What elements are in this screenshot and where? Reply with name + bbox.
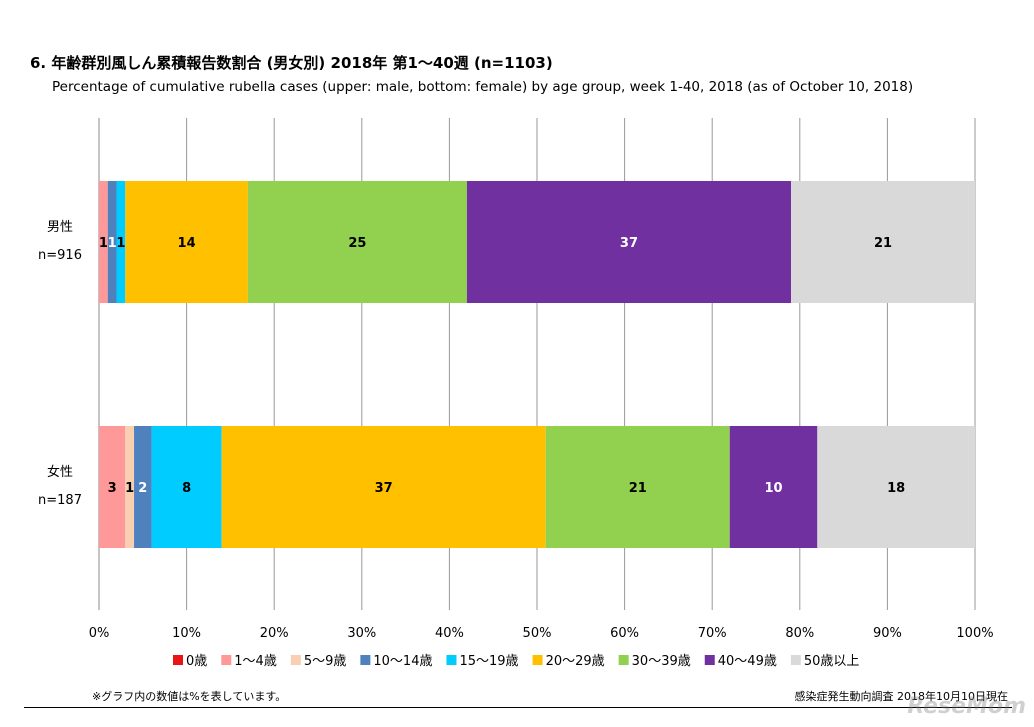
x-tick-label: 0% — [89, 626, 110, 641]
legend-label: 10～14歳 — [373, 654, 432, 669]
data-label: 21 — [629, 481, 647, 496]
bar-segment — [221, 426, 546, 548]
legend-swatch — [790, 655, 801, 665]
legend-swatch — [173, 655, 183, 665]
x-tick-label: 20% — [260, 626, 289, 641]
data-label: 2 — [138, 481, 147, 496]
category-n: n=916 — [38, 248, 82, 263]
bar-segment — [134, 426, 152, 548]
category-n: n=187 — [38, 493, 82, 508]
category-label: 女性 — [47, 464, 73, 480]
bar-segment — [151, 426, 222, 548]
legend-label: 20～29歳 — [546, 654, 605, 669]
legend-swatch — [704, 655, 715, 665]
legend-label: 50歳以上 — [804, 654, 860, 669]
data-label: 8 — [182, 481, 191, 496]
legend-swatch — [532, 655, 543, 665]
x-tick-label: 40% — [435, 626, 464, 641]
x-tick-label: 50% — [523, 626, 552, 641]
watermark-logo: ReseMom — [907, 694, 1026, 719]
x-tick-label: 10% — [172, 626, 201, 641]
data-label: 25 — [348, 236, 366, 251]
x-tick-label: 30% — [347, 626, 376, 641]
legend-swatch — [290, 655, 301, 665]
data-label: 14 — [178, 236, 196, 251]
legend-label: 30～39歳 — [632, 654, 691, 669]
footnote: ※グラフ内の数値は%を表しています。 — [92, 690, 287, 703]
x-tick-label: 70% — [698, 626, 727, 641]
legend-label: 1～4歳 — [234, 654, 277, 669]
legend-swatch — [360, 655, 371, 665]
x-tick-label: 100% — [956, 626, 993, 641]
data-label: 37 — [620, 236, 638, 251]
data-label: 1 — [108, 236, 117, 251]
bar-segment — [791, 181, 975, 303]
bar-segment — [125, 181, 248, 303]
chart-title: 6. 年齢群別風しん累積報告数割合 (男女別) 2018年 第1～40週 (n=… — [30, 54, 553, 72]
data-label: 18 — [887, 481, 905, 496]
source-note: 感染症発生動向調査 2018年10月10日現在 — [794, 690, 1008, 703]
bar-segment — [99, 426, 126, 548]
data-label: 1 — [125, 481, 134, 496]
legend-label: 0歳 — [186, 654, 207, 669]
data-label: 37 — [375, 481, 393, 496]
bar-segment — [125, 426, 135, 548]
data-label: 3 — [108, 481, 117, 496]
x-tick-label: 60% — [610, 626, 639, 641]
legend-swatch — [446, 655, 457, 665]
data-label: 10 — [764, 481, 782, 496]
bar-segment — [466, 181, 792, 303]
bar-segment — [729, 426, 818, 548]
chart-frame — [24, 102, 1012, 708]
bar-segment — [107, 181, 117, 303]
legend-label: 40～49歳 — [718, 654, 777, 669]
legend-label: 5～9歳 — [304, 654, 347, 669]
chart-subtitle: Percentage of cumulative rubella cases (… — [52, 79, 914, 95]
x-tick-label: 90% — [873, 626, 902, 641]
data-label: 1 — [116, 236, 125, 251]
bar-segment — [545, 426, 730, 548]
bar-segment — [247, 181, 467, 303]
legend-swatch — [221, 655, 232, 665]
legend-swatch — [618, 655, 629, 665]
legend-label: 15～19歳 — [459, 654, 518, 669]
bar-segment — [817, 426, 975, 548]
data-label: 21 — [874, 236, 892, 251]
x-tick-label: 80% — [785, 626, 814, 641]
category-label: 男性 — [47, 220, 73, 235]
bar-segment — [116, 181, 126, 303]
bar-segment — [99, 181, 108, 303]
data-label: 1 — [99, 236, 108, 251]
